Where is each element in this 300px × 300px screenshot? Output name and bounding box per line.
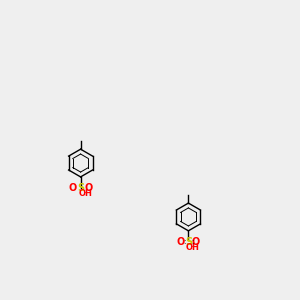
Text: O: O [192, 237, 200, 247]
Text: OH: OH [186, 243, 200, 252]
Text: O: O [177, 237, 185, 247]
Text: S: S [185, 237, 192, 247]
Text: :: : [183, 238, 186, 244]
Text: OH: OH [78, 189, 92, 198]
Text: O: O [84, 183, 92, 193]
Text: :: : [191, 238, 194, 244]
Text: O: O [69, 183, 77, 193]
Text: S: S [77, 183, 84, 193]
